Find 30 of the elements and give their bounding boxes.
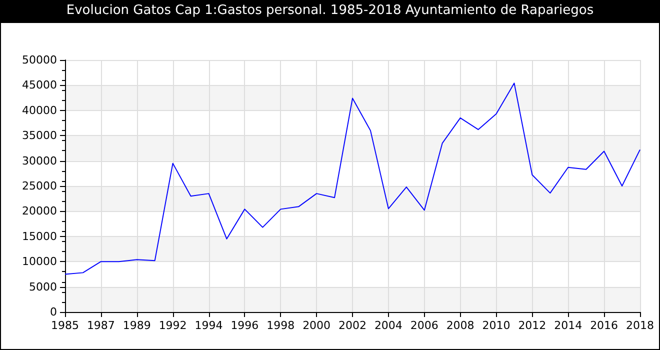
y-tick-label: 25000 [22,180,57,192]
y-tick-label: 5000 [29,280,57,294]
y-tick-label: 10000 [22,255,57,268]
y-tick-label: 35000 [22,129,57,142]
x-tick-label: 2000 [302,319,331,332]
y-tick-label: 0 [50,306,57,318]
x-tick-label: 1996 [230,319,259,332]
x-tick-label: 2002 [338,319,366,332]
x-tick-label: 2012 [518,319,546,332]
y-tick-label: 30000 [22,154,57,168]
x-tick-label: 1994 [194,319,223,332]
x-tick-label: 2014 [554,319,582,332]
x-tick-label: 1989 [122,319,151,332]
x-tick-label: 1985 [51,319,79,332]
y-tick-label: 20000 [22,204,57,218]
y-tick-label: 40000 [22,104,57,117]
chart-title: Evolucion Gatos Cap 1:Gastos personal. 1985-2018 Ayuntamiento de Rapariegos [0,0,660,22]
x-tick-label: 1992 [158,319,187,332]
x-tick-label: 2016 [590,319,618,332]
x-tick-label: 2006 [410,319,438,332]
x-tick-label: 2004 [374,319,402,332]
x-tick-label: 1987 [86,319,115,332]
y-tick-label: 45000 [22,78,57,92]
x-tick-label: 2018 [626,319,654,332]
x-tick-label: 1998 [266,319,295,332]
y-tick-label: 15000 [22,230,57,243]
line-series [64,82,640,275]
x-tick-label: 2010 [482,319,510,332]
x-tick-label: 2008 [446,319,474,332]
y-tick-label: 50000 [22,54,57,66]
